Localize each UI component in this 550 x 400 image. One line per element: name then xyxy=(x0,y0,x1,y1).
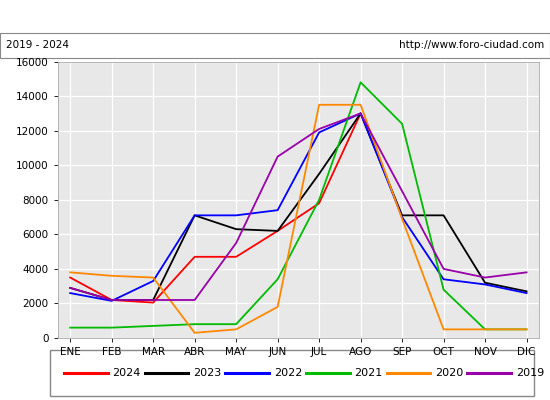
Text: 2023: 2023 xyxy=(193,368,221,378)
Text: 2019 - 2024: 2019 - 2024 xyxy=(6,40,69,50)
Text: http://www.foro-ciudad.com: http://www.foro-ciudad.com xyxy=(399,40,544,50)
Text: 2024: 2024 xyxy=(112,368,141,378)
Text: Evolucion Nº Turistas Nacionales en el municipio de Santillana del Mar: Evolucion Nº Turistas Nacionales en el m… xyxy=(41,10,509,23)
Text: 2019: 2019 xyxy=(516,368,544,378)
Text: 2021: 2021 xyxy=(354,368,383,378)
Text: 2022: 2022 xyxy=(274,368,302,378)
Text: 2020: 2020 xyxy=(435,368,463,378)
